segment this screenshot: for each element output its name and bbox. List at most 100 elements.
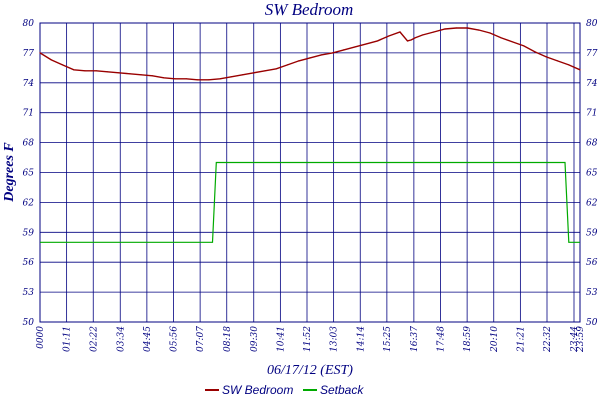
data-point xyxy=(50,59,52,61)
y-tick-label-right: 50 xyxy=(586,318,598,328)
y-tick-label-right: 80 xyxy=(586,19,598,29)
x-tick-label: 22:32 xyxy=(543,326,553,353)
data-point xyxy=(556,60,559,62)
data-point xyxy=(309,57,311,59)
x-axis: 0000 01:11 02:22 03:34 04:45 05:56 07:07 08:18 0… xyxy=(36,326,586,353)
x-tick-label: 05:56 xyxy=(170,326,180,352)
x-tick-label: 17:48 xyxy=(437,326,447,352)
data-point xyxy=(129,73,131,75)
data-point xyxy=(118,72,120,74)
data-point xyxy=(523,45,525,47)
data-point xyxy=(511,41,514,43)
x-tick-label: 18:59 xyxy=(463,326,473,352)
data-point xyxy=(298,60,300,62)
chart-title: SW Bedroom xyxy=(265,0,354,19)
y-tick-label-left: 65 xyxy=(23,169,35,179)
data-point xyxy=(343,49,345,51)
data-point xyxy=(534,51,536,53)
data-point xyxy=(151,75,154,77)
x-tick-label: 10:41 xyxy=(276,326,286,352)
y-tick-label-right: 65 xyxy=(586,169,598,179)
data-point xyxy=(275,68,277,70)
x-axis-title: 06/17/12 (EST) xyxy=(267,363,353,378)
y-tick-label-left: 53 xyxy=(23,288,35,298)
data-point xyxy=(286,64,289,66)
x-tick-label: 16:37 xyxy=(410,326,420,352)
data-point xyxy=(73,69,75,71)
y-tick-label-left: 59 xyxy=(23,228,35,238)
x-tick-label: 04:45 xyxy=(143,326,153,352)
x-tick-label: 15:25 xyxy=(383,326,393,352)
y-tick-label-right: 68 xyxy=(586,139,598,149)
x-tick-label: 11:52 xyxy=(303,326,313,352)
y-tick-label-left: 80 xyxy=(23,19,35,29)
data-point xyxy=(376,40,379,42)
gridlines xyxy=(39,22,581,323)
y-tick-label-left: 71 xyxy=(23,109,34,119)
x-tick-label: 09:30 xyxy=(250,326,260,352)
y-axis-left: 50 53 56 59 62 65 68 71 74 77 80 xyxy=(23,19,35,328)
data-point xyxy=(253,72,255,74)
x-tick-label: 01:11 xyxy=(63,326,73,352)
series-line-sw-bedroom xyxy=(39,27,581,81)
data-point xyxy=(354,46,356,48)
legend-label: SW Bedroom xyxy=(222,383,293,397)
y-tick-label-left: 50 xyxy=(23,318,35,328)
legend: SW Bedroom Setback xyxy=(205,383,364,397)
data-point xyxy=(208,79,210,81)
data-point xyxy=(444,28,446,30)
data-point xyxy=(241,74,244,76)
data-point xyxy=(500,37,502,39)
x-tick-label: 13:03 xyxy=(330,326,340,352)
y-tick-label-left: 77 xyxy=(23,49,35,59)
data-point xyxy=(406,40,409,42)
data-point xyxy=(489,32,491,34)
x-tick-label: 07:07 xyxy=(196,326,206,352)
y-tick-label-right: 77 xyxy=(586,49,598,59)
x-tick-label: 03:34 xyxy=(116,326,126,352)
data-point xyxy=(320,54,322,56)
data-point xyxy=(163,77,165,79)
data-point xyxy=(95,70,97,72)
x-tick-label: 20:10 xyxy=(490,326,500,353)
data-point xyxy=(39,52,41,54)
data-point xyxy=(421,34,424,36)
data-point xyxy=(84,70,86,72)
y-tick-label-left: 74 xyxy=(23,79,35,89)
data-point xyxy=(568,64,570,66)
data-point xyxy=(545,56,547,58)
y-tick-label-right: 53 xyxy=(586,288,598,298)
y-tick-label-right: 62 xyxy=(586,198,598,208)
legend-label: Setback xyxy=(320,383,364,397)
x-tick-label: 08:18 xyxy=(223,326,233,352)
data-point xyxy=(433,31,435,33)
data-point xyxy=(399,31,401,33)
data-point xyxy=(478,29,480,31)
data-point xyxy=(230,76,232,78)
data-point xyxy=(455,27,457,29)
x-tick-label: 02:22 xyxy=(89,326,99,352)
data-point xyxy=(61,64,64,66)
y-tick-label-left: 56 xyxy=(23,258,35,268)
y-tick-label-right: 59 xyxy=(586,228,598,238)
data-point xyxy=(388,35,390,37)
y-tick-label-left: 62 xyxy=(23,198,35,208)
data-point xyxy=(365,43,367,45)
series-line-setback xyxy=(40,161,580,243)
data-point xyxy=(414,37,416,39)
plot-frame xyxy=(39,22,581,323)
data-point xyxy=(466,27,469,29)
data-point xyxy=(331,52,334,54)
y-axis-right: 50 53 56 59 62 65 68 71 74 77 80 xyxy=(586,19,598,328)
data-point xyxy=(140,74,142,76)
series-layer xyxy=(39,27,581,243)
data-point xyxy=(196,79,199,81)
x-tick-label: 23:59 xyxy=(576,326,586,353)
data-point xyxy=(579,69,581,71)
x-tick-label: 0000 xyxy=(36,326,46,349)
data-point xyxy=(410,39,412,41)
data-point xyxy=(264,70,266,72)
y-tick-label-right: 71 xyxy=(586,109,597,119)
y-axis-title: Degrees F xyxy=(2,142,17,203)
